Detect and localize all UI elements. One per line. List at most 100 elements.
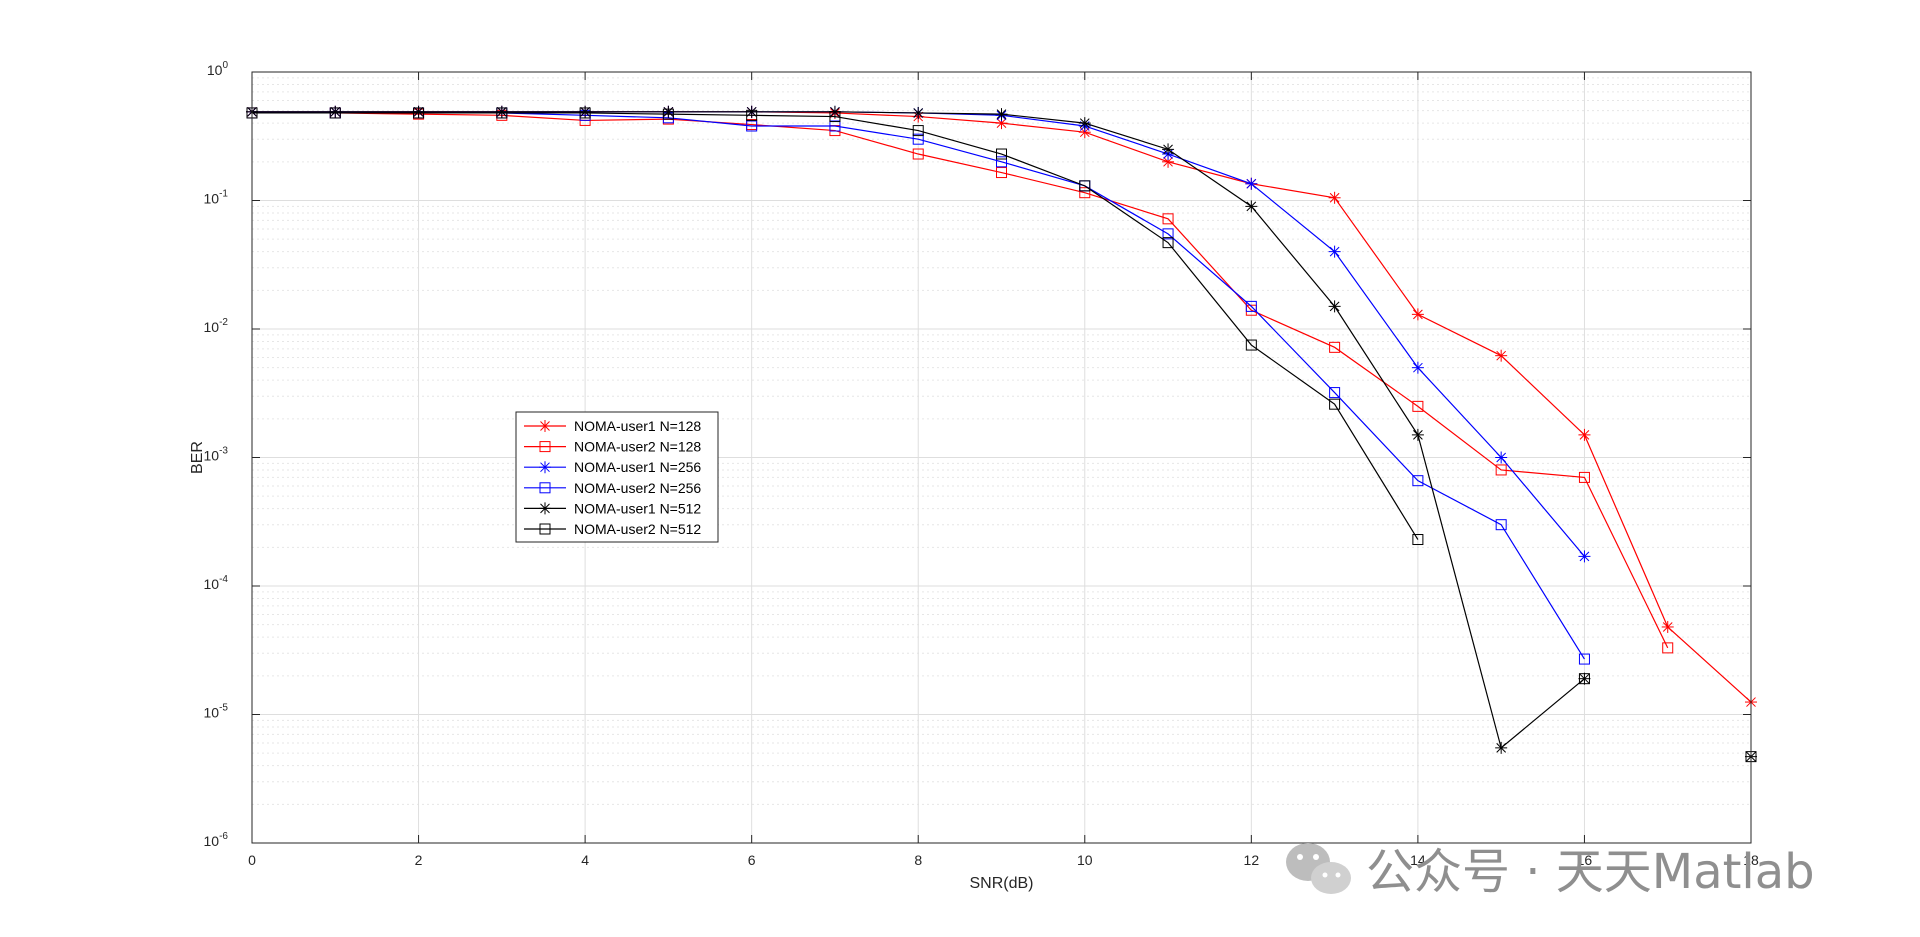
grid <box>251 71 1752 844</box>
legend-label: NOMA-user1 N=512 <box>574 500 701 516</box>
square-data-point <box>1079 180 1091 192</box>
legend-label: NOMA-user2 N=128 <box>574 439 701 455</box>
star-stroke <box>1413 309 1423 320</box>
square-data-point <box>996 148 1007 160</box>
square-data-point <box>579 107 591 119</box>
star-stroke <box>1413 362 1423 373</box>
series-line <box>252 112 1419 540</box>
star-data-point <box>995 117 1008 130</box>
star-stroke <box>1079 118 1090 128</box>
y-tick-base: 10 <box>207 62 223 78</box>
series-5 <box>246 105 1591 754</box>
square-data-point <box>1495 519 1507 531</box>
y-tick-exponent: -4 <box>219 574 228 585</box>
x-tick-label: 8 <box>914 852 922 868</box>
legend-marker <box>539 482 551 494</box>
square-data-point <box>996 167 1007 179</box>
y-tick-base: 10 <box>204 319 220 335</box>
square-data-point <box>413 107 425 119</box>
legend-marker <box>539 523 551 535</box>
y-tick-label: 10-5 <box>204 703 229 721</box>
star-stroke <box>540 503 550 514</box>
x-tick-label: 14 <box>1410 852 1426 868</box>
star-data-point <box>1078 117 1091 130</box>
star-data-point <box>1578 428 1591 441</box>
legend-entry: NOMA-user1 N=512 <box>524 500 701 516</box>
square-data-point <box>1412 475 1424 487</box>
y-tick-label: 10-3 <box>204 446 229 464</box>
x-tick-label: 18 <box>1743 852 1759 868</box>
square-data-point <box>829 111 841 123</box>
star-stroke <box>1579 551 1590 562</box>
y-tick-exponent: -3 <box>219 446 228 457</box>
legend-entry: NOMA-user1 N=256 <box>524 459 701 475</box>
legend-entry: NOMA-user2 N=256 <box>524 480 701 496</box>
star-stroke <box>1246 201 1257 212</box>
star-data-point <box>1578 550 1591 563</box>
star-stroke <box>913 108 924 118</box>
star-stroke <box>1246 178 1257 189</box>
extra-points <box>1578 673 1757 763</box>
legend-entry: NOMA-user2 N=128 <box>524 439 701 455</box>
y-axis-label: BER <box>189 441 206 474</box>
square-data-point <box>1578 653 1590 665</box>
square-data-point <box>1412 534 1424 546</box>
legend: NOMA-user1 N=128 NOMA-user2 N=128 NOMA-use… <box>515 411 719 543</box>
x-tick-label: 16 <box>1577 852 1593 868</box>
square-data-point <box>1162 213 1174 225</box>
star-stroke <box>1579 430 1590 440</box>
star-stroke <box>1496 350 1507 361</box>
star-data-point <box>1411 428 1424 441</box>
square-data-point <box>746 109 758 121</box>
star-data-point <box>1162 143 1175 156</box>
x-tick-label: 12 <box>1244 852 1260 868</box>
square-data-point <box>662 108 674 120</box>
y-tick-label: 10-4 <box>204 574 229 592</box>
ticks: 0 2 4 6 8 10 12 14 16 1810-610-510-410-310-210-11… <box>204 60 1759 868</box>
star-data-point <box>1328 300 1341 313</box>
y-tick-label: 100 <box>207 60 229 78</box>
y-tick-base: 10 <box>204 576 220 592</box>
square-data-point <box>329 107 341 119</box>
legend-marker <box>539 502 551 515</box>
series-6 <box>246 107 1424 546</box>
wechat-icon <box>1286 843 1351 894</box>
legend-label: NOMA-user2 N=256 <box>574 480 701 496</box>
legend-label: NOMA-user1 N=256 <box>574 459 701 475</box>
legend-marker <box>539 420 551 432</box>
star-stroke <box>1579 673 1590 684</box>
square-data-point <box>912 148 924 160</box>
star-data-point <box>1495 349 1508 362</box>
x-axis-label: SNR(dB) <box>969 875 1033 892</box>
watermark-text: 公众号 · 天天Matlab <box>1366 844 1815 900</box>
y-tick-exponent: -2 <box>219 317 228 328</box>
y-tick-base: 10 <box>204 705 220 721</box>
star-stroke <box>330 106 341 117</box>
star-data-point <box>1411 361 1424 374</box>
square-data-point <box>1162 228 1174 240</box>
square-data-point <box>1578 673 1590 685</box>
y-tick-base: 10 <box>204 448 220 464</box>
star-data-point <box>1661 620 1674 633</box>
series-layer <box>246 105 1757 763</box>
square-data-point <box>1162 237 1174 249</box>
square-data-point <box>1495 464 1507 476</box>
square-data-point <box>1662 642 1674 654</box>
x-tick-label: 2 <box>415 852 423 868</box>
legend-entry: NOMA-user2 N=512 <box>524 521 701 537</box>
star-stroke <box>1163 144 1173 155</box>
x-tick-label: 4 <box>581 852 589 868</box>
y-tick-exponent: -5 <box>219 703 228 714</box>
star-stroke <box>540 462 550 473</box>
star-stroke <box>996 118 1007 128</box>
square-data-point <box>496 107 508 119</box>
legend-label: NOMA-user1 N=128 <box>574 418 701 434</box>
y-tick-label: 10-2 <box>204 317 229 335</box>
star-stroke <box>1329 301 1340 312</box>
star-data-point <box>1578 672 1591 685</box>
square-data-point <box>1578 471 1590 483</box>
star-data-point <box>579 105 592 118</box>
x-tick-label: 0 <box>248 852 256 868</box>
star-data-point <box>1328 245 1341 258</box>
